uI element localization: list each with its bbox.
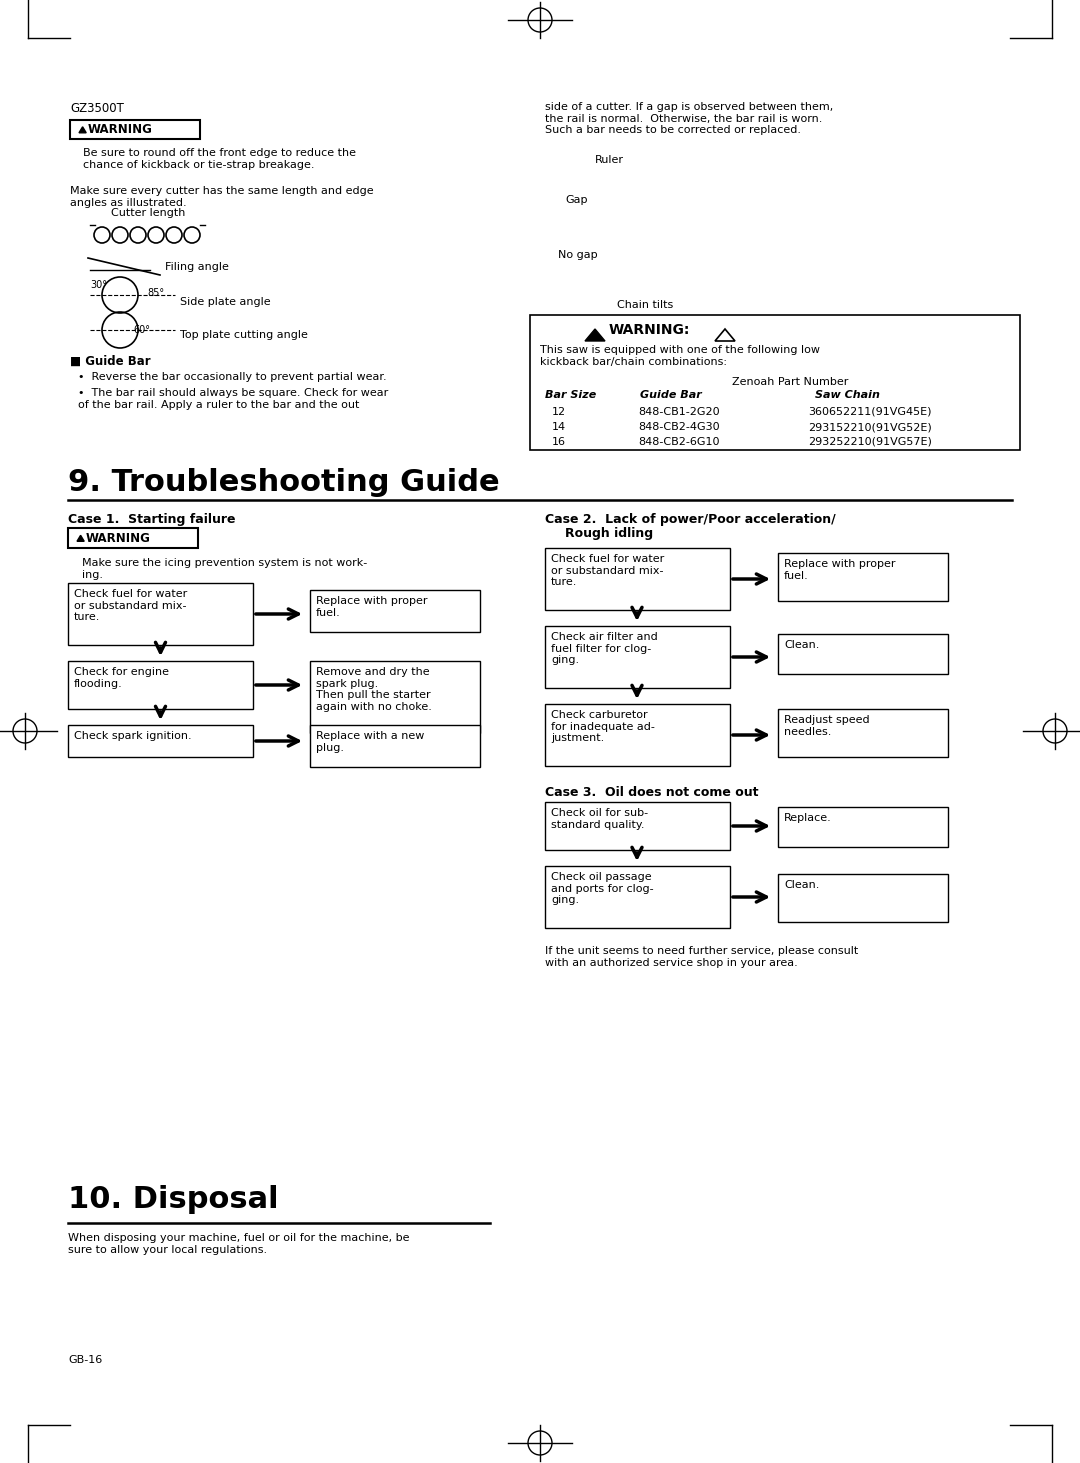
- Text: Saw Chain: Saw Chain: [815, 391, 880, 399]
- Text: Check fuel for water
or substandard mix-
ture.: Check fuel for water or substandard mix-…: [551, 554, 664, 587]
- Text: Clean.: Clean.: [784, 881, 820, 890]
- Text: If the unit seems to need further service, please consult
with an authorized ser: If the unit seems to need further servic…: [545, 947, 859, 967]
- Polygon shape: [79, 127, 86, 133]
- Text: Check spark ignition.: Check spark ignition.: [75, 732, 191, 740]
- Text: 16: 16: [552, 437, 566, 448]
- Text: GZ3500T: GZ3500T: [70, 102, 124, 116]
- FancyBboxPatch shape: [545, 866, 730, 928]
- Text: This saw is equipped with one of the following low
kickback bar/chain combinatio: This saw is equipped with one of the fol…: [540, 345, 820, 367]
- Text: 293152210(91VG52E): 293152210(91VG52E): [808, 421, 932, 432]
- Text: Replace with proper
fuel.: Replace with proper fuel.: [316, 595, 428, 617]
- Text: Filing angle: Filing angle: [165, 262, 229, 272]
- Text: •  The bar rail should always be square. Check for wear
of the bar rail. Apply a: • The bar rail should always be square. …: [78, 388, 388, 410]
- Text: Check oil for sub-
standard quality.: Check oil for sub- standard quality.: [551, 808, 648, 830]
- Text: Be sure to round off the front edge to reduce the
chance of kickback or tie-stra: Be sure to round off the front edge to r…: [83, 148, 356, 170]
- FancyBboxPatch shape: [778, 553, 948, 601]
- Text: 848-CB2-6G10: 848-CB2-6G10: [638, 437, 719, 448]
- Text: Check for engine
flooding.: Check for engine flooding.: [75, 667, 168, 689]
- Text: Make sure the icing prevention system is not work-
ing.: Make sure the icing prevention system is…: [82, 557, 367, 579]
- FancyBboxPatch shape: [68, 726, 253, 756]
- Text: Check air filter and
fuel filter for clog-
ging.: Check air filter and fuel filter for clo…: [551, 632, 658, 666]
- Text: Check carburetor
for inadequate ad-
justment.: Check carburetor for inadequate ad- just…: [551, 710, 654, 743]
- Text: Replace with a new
plug.: Replace with a new plug.: [316, 732, 424, 752]
- Text: Replace with proper
fuel.: Replace with proper fuel.: [784, 559, 895, 581]
- Text: 30°: 30°: [90, 279, 107, 290]
- Text: Case 1.  Starting failure: Case 1. Starting failure: [68, 514, 235, 527]
- FancyBboxPatch shape: [68, 661, 253, 710]
- Text: Rough idling: Rough idling: [565, 527, 653, 540]
- Text: 848-CB2-4G30: 848-CB2-4G30: [638, 421, 719, 432]
- Text: When disposing your machine, fuel or oil for the machine, be
sure to allow your : When disposing your machine, fuel or oil…: [68, 1233, 409, 1255]
- Text: 848-CB1-2G20: 848-CB1-2G20: [638, 407, 719, 417]
- FancyBboxPatch shape: [545, 626, 730, 688]
- FancyBboxPatch shape: [68, 582, 253, 645]
- Text: Make sure every cutter has the same length and edge
angles as illustrated.: Make sure every cutter has the same leng…: [70, 186, 374, 208]
- Text: No gap: No gap: [558, 250, 597, 260]
- Polygon shape: [77, 535, 84, 541]
- Text: 12: 12: [552, 407, 566, 417]
- Text: Zenoah Part Number: Zenoah Part Number: [732, 377, 848, 388]
- Text: Remove and dry the
spark plug.
Then pull the starter
again with no choke.: Remove and dry the spark plug. Then pull…: [316, 667, 432, 712]
- FancyBboxPatch shape: [545, 549, 730, 610]
- Text: 10. Disposal: 10. Disposal: [68, 1185, 279, 1214]
- FancyBboxPatch shape: [778, 633, 948, 674]
- Text: Check oil passage
and ports for clog-
ging.: Check oil passage and ports for clog- gi…: [551, 872, 653, 906]
- Text: side of a cutter. If a gap is observed between them,
the rail is normal.  Otherw: side of a cutter. If a gap is observed b…: [545, 102, 834, 135]
- FancyBboxPatch shape: [68, 528, 198, 549]
- FancyBboxPatch shape: [778, 808, 948, 847]
- Text: Replace.: Replace.: [784, 813, 832, 824]
- Text: Readjust speed
needles.: Readjust speed needles.: [784, 715, 869, 736]
- Text: Top plate cutting angle: Top plate cutting angle: [180, 331, 308, 339]
- Text: Clean.: Clean.: [784, 639, 820, 650]
- Text: Gap: Gap: [565, 195, 588, 205]
- Text: 60°: 60°: [133, 325, 150, 335]
- FancyBboxPatch shape: [310, 726, 480, 767]
- Text: ■ Guide Bar: ■ Guide Bar: [70, 356, 150, 369]
- FancyBboxPatch shape: [778, 710, 948, 756]
- Text: Side plate angle: Side plate angle: [180, 297, 271, 307]
- FancyBboxPatch shape: [70, 120, 200, 139]
- FancyBboxPatch shape: [778, 873, 948, 922]
- FancyBboxPatch shape: [545, 802, 730, 850]
- Text: Ruler: Ruler: [595, 155, 624, 165]
- FancyBboxPatch shape: [545, 704, 730, 767]
- Text: 14: 14: [552, 421, 566, 432]
- Text: 293252210(91VG57E): 293252210(91VG57E): [808, 437, 932, 448]
- FancyBboxPatch shape: [310, 661, 480, 733]
- Text: Cutter length: Cutter length: [111, 208, 185, 218]
- Text: WARNING:: WARNING:: [609, 323, 690, 336]
- Text: •  Reverse the bar occasionally to prevent partial wear.: • Reverse the bar occasionally to preven…: [78, 372, 387, 382]
- Text: 9. Troubleshooting Guide: 9. Troubleshooting Guide: [68, 468, 500, 497]
- FancyBboxPatch shape: [310, 590, 480, 632]
- Text: Bar Size: Bar Size: [545, 391, 596, 399]
- Text: Chain tilts: Chain tilts: [617, 300, 673, 310]
- Text: WARNING: WARNING: [87, 123, 153, 136]
- Text: 360652211(91VG45E): 360652211(91VG45E): [808, 407, 931, 417]
- Text: Check fuel for water
or substandard mix-
ture.: Check fuel for water or substandard mix-…: [75, 590, 187, 622]
- Text: Case 2.  Lack of power/Poor acceleration/: Case 2. Lack of power/Poor acceleration/: [545, 514, 836, 527]
- Polygon shape: [585, 329, 605, 341]
- Text: 85°: 85°: [147, 288, 164, 298]
- Text: WARNING: WARNING: [86, 531, 151, 544]
- Text: Guide Bar: Guide Bar: [640, 391, 702, 399]
- FancyBboxPatch shape: [530, 315, 1020, 451]
- Text: GB-16: GB-16: [68, 1355, 103, 1365]
- Text: Case 3.  Oil does not come out: Case 3. Oil does not come out: [545, 786, 758, 799]
